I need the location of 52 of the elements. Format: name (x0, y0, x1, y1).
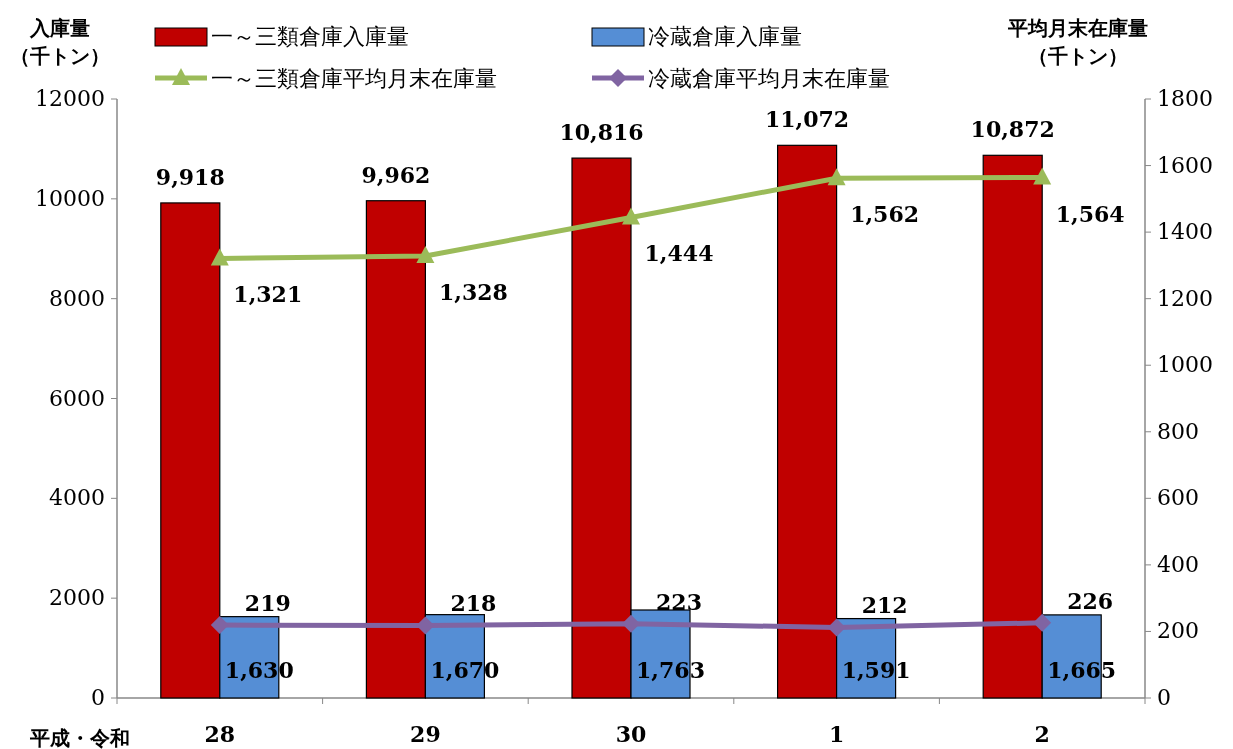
x-axis-title: 平成・令和 (29, 726, 130, 749)
legend-label: 一～三類倉庫入庫量 (211, 24, 409, 49)
data-label: 10,872 (970, 116, 1055, 143)
data-label: 223 (656, 588, 702, 615)
point (622, 207, 640, 225)
data-label: 219 (244, 590, 291, 617)
data-label: 9,918 (155, 163, 225, 190)
point (416, 246, 435, 264)
y-axis-title: 入庫量（千トン） (9, 15, 111, 70)
y2-tick-label: 1200 (1157, 285, 1213, 311)
x-tick-label: 30 (615, 721, 647, 747)
data-label: 1,321 (233, 281, 303, 308)
point (622, 614, 640, 633)
data-label: 226 (1067, 587, 1114, 614)
data-label: 10,816 (559, 119, 644, 146)
point (1033, 613, 1052, 632)
y2-tick-label: 400 (1157, 551, 1199, 577)
data-label: 1,328 (438, 279, 508, 306)
y2-tick-label: 600 (1157, 485, 1199, 511)
y2-tick-label: 1000 (1157, 352, 1213, 378)
data-label: 1,562 (850, 201, 920, 228)
legend-label: 冷蔵倉庫平均月末在庫量 (648, 66, 890, 91)
y-tick-label: 12000 (35, 86, 105, 111)
point (210, 616, 229, 635)
y-tick-label: 4000 (49, 485, 105, 511)
x-tick-label: 1 (828, 721, 845, 747)
y2-tick-label: 1600 (1157, 152, 1213, 178)
y2-axis-title: 平均月末在庫量（千トン） (1007, 15, 1149, 70)
y2-tick-label: 1400 (1157, 219, 1213, 245)
data-label: 11,072 (765, 106, 850, 133)
legend-label: 一～三類倉庫平均月末在庫量 (211, 66, 497, 91)
y-tick-label: 2000 (49, 585, 105, 611)
y2-tick-label: 800 (1157, 418, 1199, 444)
y2-tick-label: 200 (1157, 618, 1199, 644)
data-label: 212 (861, 592, 908, 619)
x-tick-label: 28 (204, 721, 236, 747)
data-label: 218 (450, 590, 497, 617)
point (1033, 167, 1052, 185)
point (827, 168, 846, 186)
legend-label: 冷蔵倉庫入庫量 (648, 24, 802, 49)
y2-tick-label: 1800 (1157, 86, 1213, 111)
x-tick-label: 29 (410, 721, 441, 747)
y-tick-label: 0 (91, 685, 105, 710)
data-label: 9,962 (361, 161, 431, 188)
x-tick-label: 2 (1034, 721, 1050, 747)
y-tick-label: 6000 (49, 385, 105, 411)
data-label: 1,444 (644, 240, 714, 267)
point (210, 248, 229, 266)
data-label: 1,564 (1055, 200, 1125, 227)
y-tick-label: 8000 (49, 285, 105, 311)
y-tick-label: 10000 (35, 185, 105, 211)
y2-tick-label: 0 (1157, 685, 1171, 710)
